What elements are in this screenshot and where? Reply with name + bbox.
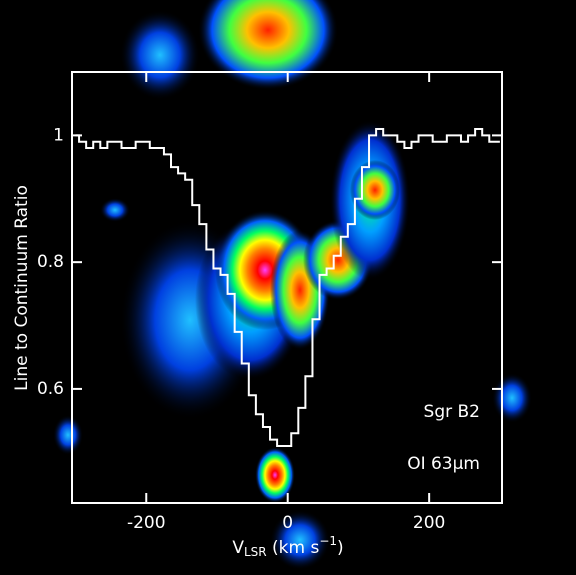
x-tick-label: -200 bbox=[127, 513, 166, 533]
y-tick-label: 0.6 bbox=[37, 379, 64, 399]
x-tick-label: 0 bbox=[282, 513, 293, 533]
y-tick-label: 1 bbox=[53, 125, 64, 145]
spectrum-line bbox=[75, 128, 500, 447]
y-tick-label: 0.8 bbox=[37, 252, 64, 272]
annotation: OI 63μm bbox=[407, 454, 480, 474]
annotation: Sgr B2 bbox=[424, 402, 480, 422]
x-tick-label: 200 bbox=[413, 513, 445, 533]
background-image bbox=[53, 0, 532, 570]
y-axis-label: Line to Continuum Ratio bbox=[12, 185, 32, 391]
x-axis-label: VLSR (km s−1) bbox=[232, 534, 343, 559]
